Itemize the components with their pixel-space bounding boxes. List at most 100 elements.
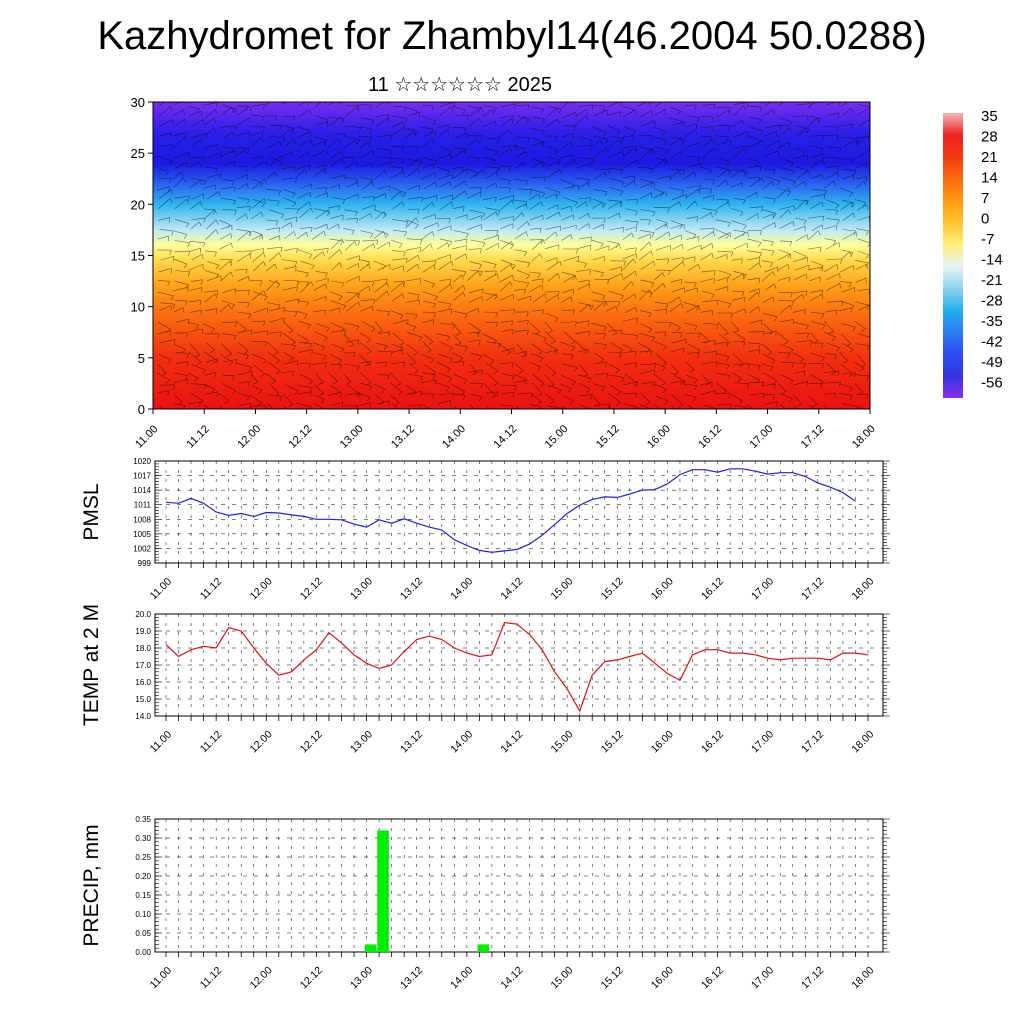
pmsl-y-tick-label: 1020	[133, 457, 151, 466]
precip-x-tick-label: 16.12	[699, 964, 726, 991]
colorbar-label: -14	[981, 252, 1003, 269]
precip-x-tick-label: 13.00	[348, 964, 375, 991]
temp-y-tick-label: 20.0	[135, 610, 151, 619]
precip-x-tick-label: 14.00	[448, 964, 475, 991]
colorbar-label: 7	[981, 190, 989, 207]
temp-y-tick-label: 15.0	[135, 695, 151, 704]
temp-y-tick-label: 14.0	[135, 712, 151, 721]
pmsl-x-tick-label: 14.00	[448, 575, 475, 602]
pmsl-x-tick-label: 11.00	[148, 576, 175, 603]
precip-y-axis-label: PRECIP, mm	[80, 824, 103, 946]
profile-x-tick-label: 16.12	[696, 423, 724, 451]
temp-x-tick-label: 15.12	[599, 728, 626, 755]
pmsl-x-tick-label: 17.00	[749, 575, 776, 602]
colorbar-label: -56	[981, 375, 1003, 392]
temp-x-tick-label: 14.12	[498, 728, 525, 755]
colorbar-label: 35	[981, 108, 998, 125]
precip-x-tick-label: 15.00	[548, 964, 575, 991]
temp-y-axis-label: TEMP at 2 M	[80, 604, 103, 726]
profile-x-tick-label: 11.12	[184, 423, 211, 450]
precip-y-tick-label: 0.15	[135, 891, 151, 900]
colorbar-label: -42	[981, 334, 1003, 351]
precip-frame	[154, 818, 884, 953]
colorbar-label: 21	[981, 149, 998, 166]
profile-x-tick-label: 18.00	[850, 423, 878, 451]
precip-x-tick-label: 14.12	[498, 964, 525, 991]
precip-x-tick-label: 16.00	[649, 964, 676, 991]
profile-x-tick-label: 17.12	[799, 423, 827, 451]
profile-panel: 0 5 10 15 20 25 30 11.00 11.12 12.00 12.12 13.00 13.…	[131, 95, 878, 451]
temp-x-tick-label: 17.00	[749, 728, 776, 755]
colorbar-label: 28	[981, 129, 998, 146]
pmsl-x-tick-label: 16.00	[649, 575, 676, 602]
precip-x-tick-label: 13.12	[398, 964, 425, 991]
precip-x-tick-label: 17.12	[799, 964, 826, 991]
temp-x-tick-label: 12.00	[248, 728, 275, 755]
temp-x-tick-label: 11.12	[198, 729, 225, 756]
profile-y-tick-label: 0	[138, 402, 145, 417]
precip-y-tick-label: 0.05	[135, 929, 151, 938]
temp-y-tick-label: 18.0	[135, 644, 151, 653]
profile-x-tick-label: 13.00	[338, 423, 366, 451]
profile-x-tick-label: 15.00	[543, 423, 571, 451]
precip-x-tick-label: 15.12	[599, 964, 626, 991]
precip-x-tick-label: 17.00	[749, 964, 776, 991]
pmsl-x-tick-label: 13.00	[348, 575, 375, 602]
profile-y-tick-label: 20	[131, 197, 145, 212]
profile-x-tick-label: 14.12	[491, 423, 519, 451]
pmsl-y-tick-label: 1014	[133, 486, 151, 495]
precip-x-tick-label: 18.00	[849, 964, 876, 991]
pmsl-x-tick-label: 17.12	[799, 575, 826, 602]
pmsl-y-tick-label: 999	[138, 559, 152, 568]
temp-x-tick-label: 18.00	[849, 728, 876, 755]
temp-y-tick-label: 19.0	[135, 627, 151, 636]
precip-y-tick-label: 0.25	[135, 853, 151, 862]
colorbar-ramp	[943, 113, 963, 398]
pmsl-x-tick-label: 12.12	[298, 575, 325, 602]
temp-series-line	[165, 621, 869, 713]
temp-x-tick-label: 16.12	[699, 728, 726, 755]
precip-y-tick-label: 0.00	[135, 948, 151, 957]
precip-y-tick-label: 0.35	[135, 815, 151, 824]
profile-y-tick-label: 10	[131, 300, 145, 315]
profile-field	[153, 102, 870, 409]
colorbar-label: -7	[981, 231, 994, 248]
precip-x-tick-label: 11.12	[198, 965, 225, 992]
pmsl-x-tick-label: 15.12	[599, 575, 626, 602]
pmsl-x-tick-label: 11.12	[198, 576, 225, 603]
pmsl-y-tick-label: 1017	[133, 472, 151, 481]
pmsl-panel: 999 1002 1005 1008 1011 1014 1017 1020 11.00 11.1…	[80, 457, 890, 602]
pmsl-y-tick-label: 1005	[133, 530, 151, 539]
pmsl-frame	[154, 460, 884, 564]
profile-y-tick-label: 30	[131, 95, 145, 110]
temp-x-tick-label: 15.00	[548, 728, 575, 755]
colorbar-label: 0	[981, 211, 989, 228]
pmsl-series-line	[165, 468, 856, 553]
pmsl-y-tick-label: 1011	[134, 501, 152, 510]
colorbar: 35 28 21 14 7 0 -7 -14 -21 -28 -35 -42 -49 -56	[943, 108, 1003, 398]
colorbar-label: -21	[981, 272, 1003, 289]
profile-x-tick-label: 14.00	[440, 423, 468, 451]
temperature-panel: 14.0 15.0 16.0 17.0 18.0 19.0 20.0 11.00 11.12 12…	[80, 604, 890, 755]
pmsl-y-tick-label: 1008	[133, 515, 151, 524]
profile-x-tick-label: 12.12	[287, 423, 315, 451]
precip-y-tick-label: 0.10	[135, 910, 151, 919]
profile-y-tick-label: 5	[138, 351, 145, 366]
pmsl-x-tick-label: 13.12	[398, 575, 425, 602]
precip-bar	[377, 830, 389, 952]
profile-x-tick-label: 11.00	[133, 423, 160, 450]
pmsl-x-tick-label: 12.00	[248, 575, 275, 602]
pmsl-x-tick-label: 16.12	[699, 575, 726, 602]
profile-x-tick-label: 13.12	[389, 423, 417, 451]
page-title: Kazhydromet for Zhambyl14(46.2004 50.028…	[97, 14, 927, 58]
pmsl-x-tick-label: 14.12	[498, 575, 525, 602]
precip-x-tick-label: 12.12	[298, 964, 325, 991]
precip-bar	[477, 944, 490, 952]
pmsl-x-tick-label: 15.00	[548, 575, 575, 602]
temp-x-tick-label: 16.00	[649, 728, 676, 755]
colorbar-label: 14	[981, 170, 998, 187]
profile-x-tick-label: 16.00	[645, 423, 673, 451]
precip-bar	[364, 944, 377, 952]
profile-y-tick-label: 25	[131, 146, 145, 161]
